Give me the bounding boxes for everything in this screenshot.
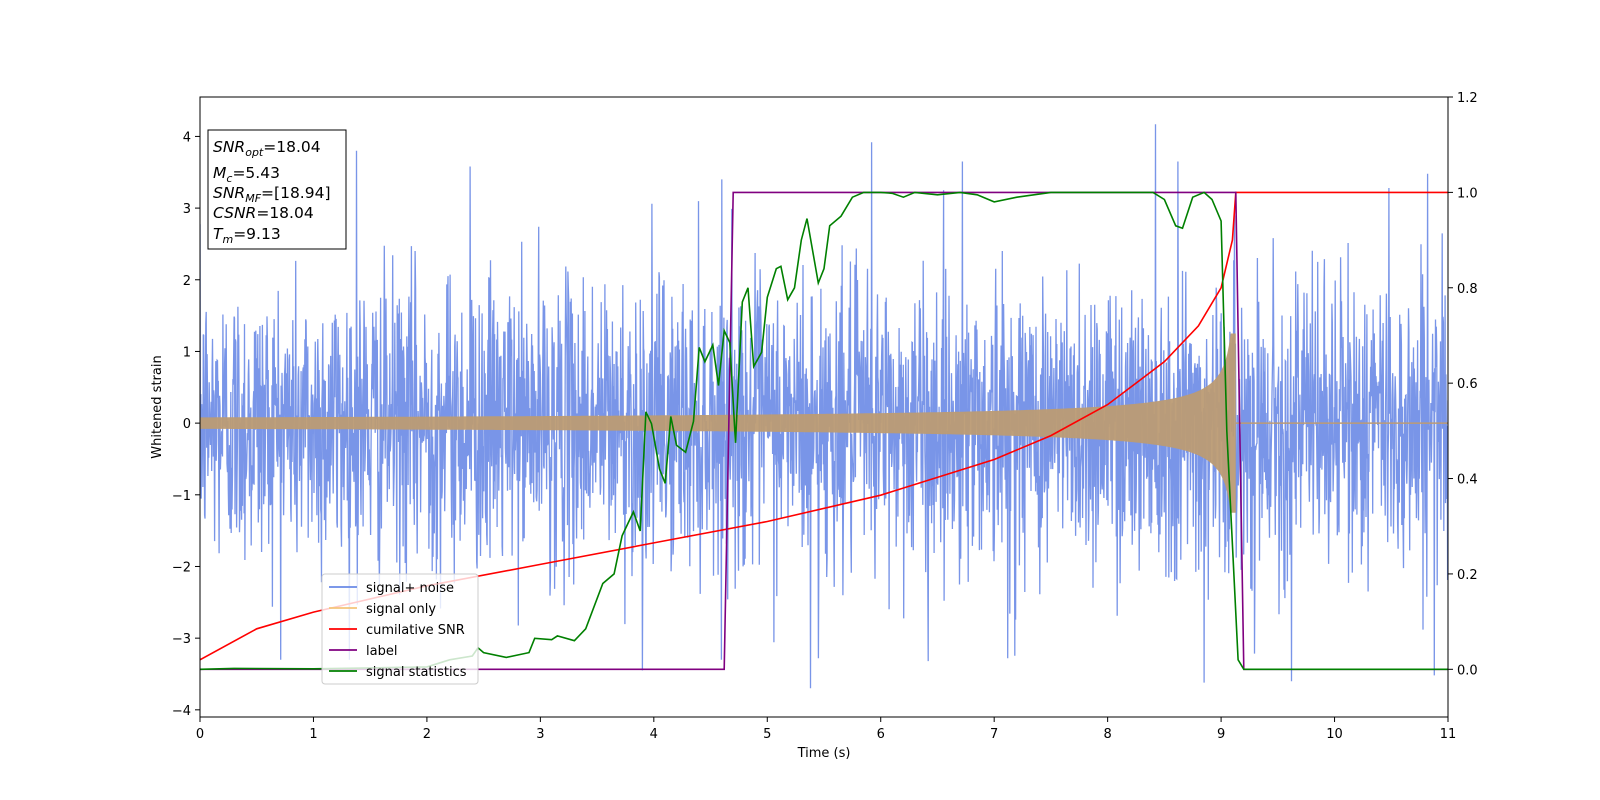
y-axis-left: −4 −3 −2 −1 0 1 2 3 4 (172, 130, 200, 719)
y-left-tick-label: −1 (172, 489, 191, 504)
y-left-tick-label: −2 (172, 560, 191, 575)
y-left-tick-label: 2 (183, 274, 191, 289)
series-signal-statistics-line (200, 191, 1448, 671)
y-right-tick-label: 0.6 (1457, 377, 1478, 392)
x-tick-label: 6 (877, 727, 885, 742)
y-right-tick-label: 1.0 (1457, 186, 1478, 201)
y-left-tick-label: 1 (183, 345, 191, 360)
y-right-tick-label: 1.2 (1457, 91, 1478, 106)
legend-entry-label: label (366, 644, 397, 659)
annotation-line: CSNR=18.04 (213, 204, 314, 222)
y-right-tick-label: 0.4 (1457, 473, 1478, 488)
x-tick-label: 3 (536, 727, 544, 742)
annotation-frame (207, 129, 347, 250)
series-signal-only-band (200, 333, 1236, 513)
y-right-tick-label: 0.0 (1457, 663, 1478, 678)
y-axis-label: Whitened strain (150, 355, 165, 458)
y-axis-right: 0.0 0.2 0.4 0.6 0.8 1.0 1.2 (1448, 91, 1478, 678)
y-left-tick-label: 4 (183, 130, 191, 145)
annotation-line: Mc=5.43 (213, 164, 280, 185)
x-tick-label: 2 (423, 727, 431, 742)
annotation-box: SNRopt=18.04 Mc=5.43SNRMF=[18.94]CSNR=18.… (207, 129, 347, 250)
annotation-line: Tm=9.13 (213, 225, 281, 246)
y-left-tick-label: 0 (183, 417, 191, 432)
y-left-tick-label: −3 (172, 632, 191, 647)
plot-frame (199, 96, 1449, 718)
x-tick-label: 5 (763, 727, 771, 742)
x-tick-label: 0 (196, 727, 204, 742)
y-right-tick-label: 0.2 (1457, 568, 1478, 583)
x-tick-label: 10 (1326, 727, 1343, 742)
legend: signal+ noise signal only cumilative SNR la… (321, 573, 479, 685)
annotation-line: SNRopt=18.04 (213, 138, 321, 159)
legend-entry-label: signal+ noise (366, 581, 454, 596)
y-left-tick-label: 3 (183, 202, 191, 217)
x-axis: 0 1 2 3 4 5 6 7 8 9 10 11 (196, 717, 1456, 742)
legend-entry-label: signal only (366, 602, 436, 617)
legend-entry-label: signal statistics (366, 665, 467, 680)
x-tick-label: 8 (1103, 727, 1111, 742)
x-tick-label: 11 (1440, 727, 1457, 742)
x-tick-label: 1 (309, 727, 317, 742)
y-left-tick-label: −4 (172, 704, 191, 719)
annotation-line: SNRMF=[18.94] (213, 184, 331, 205)
legend-entry-label: cumilative SNR (366, 623, 465, 638)
x-tick-label: 4 (650, 727, 658, 742)
x-axis-label: Time (s) (797, 746, 851, 761)
x-tick-label: 7 (990, 727, 998, 742)
legend-frame (321, 573, 479, 685)
x-tick-label: 9 (1217, 727, 1225, 742)
y-right-tick-label: 0.8 (1457, 282, 1478, 297)
